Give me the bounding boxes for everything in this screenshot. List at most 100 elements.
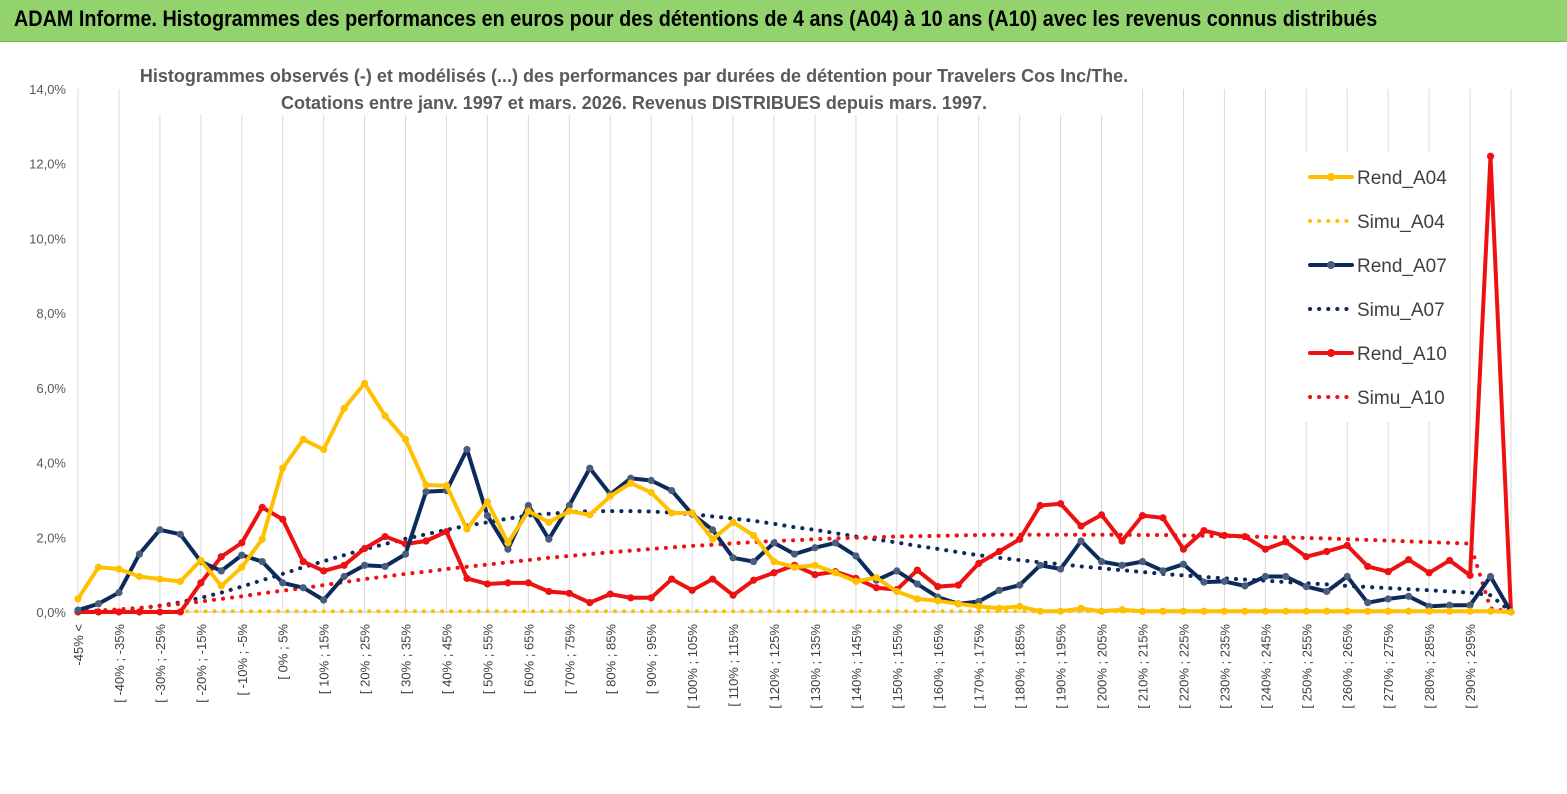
data-point-rend_a04 bbox=[709, 535, 717, 543]
data-point-rend_a10 bbox=[995, 547, 1003, 556]
data-point-rend_a07 bbox=[1302, 582, 1310, 591]
data-point-rend_a10 bbox=[197, 579, 205, 587]
data-point-rend_a07 bbox=[156, 526, 164, 534]
data-point-rend_a07 bbox=[1159, 567, 1167, 575]
data-point-rend_a07 bbox=[74, 606, 82, 614]
data-point-rend_a04 bbox=[1302, 607, 1310, 615]
data-point-rend_a07 bbox=[1241, 582, 1249, 590]
data-point-rend_a07 bbox=[1405, 592, 1413, 600]
data-point-rend_a10 bbox=[729, 591, 737, 599]
data-point-rend_a07 bbox=[320, 596, 328, 604]
data-point-rend_a07 bbox=[647, 476, 655, 485]
data-point-rend_a04 bbox=[156, 575, 164, 583]
data-point-rend_a10 bbox=[1057, 500, 1065, 508]
x-tick-label: [ 100% ; 105% bbox=[685, 624, 700, 709]
y-tick-label: 8,0% bbox=[36, 306, 66, 321]
data-point-rend_a10 bbox=[504, 579, 512, 587]
data-point-rend_a04 bbox=[811, 561, 819, 569]
data-point-rend_a04 bbox=[463, 525, 471, 533]
data-point-rend_a04 bbox=[115, 565, 123, 573]
data-point-rend_a10 bbox=[1302, 553, 1310, 561]
data-point-rend_a04 bbox=[790, 563, 799, 571]
data-point-rend_a10 bbox=[361, 544, 369, 553]
data-point-rend_a10 bbox=[1138, 512, 1147, 520]
data-point-rend_a07 bbox=[1200, 578, 1208, 586]
x-tick-label: [ 220% ; 225% bbox=[1176, 624, 1191, 709]
data-point-rend_a07 bbox=[176, 530, 184, 538]
banner: ADAM Informe. Histogrammes des performan… bbox=[0, 0, 1567, 42]
x-tick-label: [ 90% ; 95% bbox=[644, 624, 659, 695]
data-point-rend_a04 bbox=[1343, 607, 1351, 615]
x-tick-label: [ -20% ; -15% bbox=[194, 624, 209, 703]
legend-label-rend_a10: Rend_A10 bbox=[1357, 344, 1447, 365]
chart-subtitle: Cotations entre janv. 1997 et mars. 2026… bbox=[281, 93, 987, 113]
chart-area: -45% < [ -40% ; -35% [ -30% ; -25% [ -20% ;… bbox=[0, 42, 1567, 789]
data-point-rend_a04 bbox=[1016, 602, 1024, 610]
data-point-rend_a04 bbox=[647, 488, 655, 497]
data-point-rend_a04 bbox=[1200, 607, 1208, 615]
data-point-rend_a10 bbox=[1077, 522, 1085, 530]
data-point-rend_a10 bbox=[442, 528, 451, 536]
data-point-rend_a07 bbox=[279, 579, 287, 587]
data-point-rend_a04 bbox=[381, 412, 389, 420]
legend-label-rend_a04: Rend_A04 bbox=[1357, 168, 1447, 189]
data-point-rend_a04 bbox=[606, 492, 614, 500]
data-point-rend_a07 bbox=[709, 526, 717, 534]
data-point-rend_a04 bbox=[770, 557, 778, 566]
data-point-rend_a07 bbox=[1445, 601, 1454, 609]
data-point-rend_a10 bbox=[913, 566, 921, 574]
legend-label-rend_a07: Rend_A07 bbox=[1357, 256, 1447, 277]
x-tick-label: [ 190% ; 195% bbox=[1054, 624, 1069, 709]
data-point-rend_a04 bbox=[749, 531, 758, 540]
data-point-rend_a04 bbox=[1507, 608, 1515, 616]
data-point-rend_a04 bbox=[1486, 607, 1495, 615]
data-point-rend_a10 bbox=[1016, 535, 1024, 543]
data-point-rend_a07 bbox=[586, 464, 594, 472]
data-point-rend_a07 bbox=[1364, 599, 1372, 607]
data-point-rend_a04 bbox=[627, 479, 635, 487]
data-point-rend_a04 bbox=[934, 597, 942, 605]
data-point-rend_a10 bbox=[320, 567, 328, 575]
data-point-rend_a07 bbox=[217, 567, 225, 575]
x-tick-label: [ -40% ; -35% bbox=[112, 624, 127, 703]
data-point-rend_a07 bbox=[1057, 565, 1065, 573]
data-point-rend_a10 bbox=[1159, 514, 1167, 522]
data-point-rend_a04 bbox=[1036, 607, 1044, 615]
data-point-rend_a10 bbox=[975, 559, 983, 568]
legend-marker-rend_a04 bbox=[1327, 173, 1335, 181]
x-tick-label: [ 170% ; 175% bbox=[972, 624, 987, 709]
legend-label-simu_a10: Simu_A10 bbox=[1357, 388, 1445, 409]
x-tick-label: [ 160% ; 165% bbox=[931, 624, 946, 709]
series-line-simu_a07 bbox=[76, 509, 1513, 614]
data-point-rend_a07 bbox=[483, 512, 492, 520]
x-tick-label: [ 230% ; 235% bbox=[1217, 624, 1232, 709]
data-point-rend_a07 bbox=[1118, 561, 1126, 569]
data-point-rend_a10 bbox=[463, 574, 471, 582]
x-tick-label: [ 120% ; 125% bbox=[767, 624, 782, 709]
data-point-rend_a07 bbox=[1179, 560, 1188, 568]
x-tick-label: [ 180% ; 185% bbox=[1013, 624, 1028, 709]
data-point-rend_a07 bbox=[1016, 581, 1024, 589]
data-point-rend_a04 bbox=[279, 464, 287, 472]
data-point-rend_a10 bbox=[1179, 545, 1188, 553]
data-point-rend_a10 bbox=[872, 584, 880, 592]
data-point-rend_a10 bbox=[749, 576, 758, 584]
data-point-rend_a04 bbox=[1261, 607, 1269, 615]
x-tick-label: [ 40% ; 45% bbox=[439, 624, 454, 695]
data-point-rend_a10 bbox=[381, 532, 389, 541]
data-point-rend_a04 bbox=[545, 518, 553, 526]
data-point-rend_a07 bbox=[299, 584, 307, 592]
x-tick-label: [ 30% ; 35% bbox=[399, 624, 414, 695]
data-point-rend_a07 bbox=[504, 545, 512, 553]
data-point-rend_a10 bbox=[176, 608, 184, 616]
x-tick-label: [ 70% ; 75% bbox=[562, 624, 577, 695]
data-point-rend_a07 bbox=[381, 562, 389, 571]
data-point-rend_a07 bbox=[1323, 587, 1331, 596]
data-point-rend_a07 bbox=[1466, 601, 1474, 609]
y-tick-label: 6,0% bbox=[36, 381, 66, 396]
chart-title: Histogrammes observés (-) et modélisés (… bbox=[140, 66, 1128, 86]
data-point-rend_a07 bbox=[1077, 537, 1085, 545]
data-point-rend_a04 bbox=[258, 535, 266, 543]
data-point-rend_a07 bbox=[811, 544, 819, 552]
x-tick-label: [ 10% ; 15% bbox=[317, 624, 332, 695]
